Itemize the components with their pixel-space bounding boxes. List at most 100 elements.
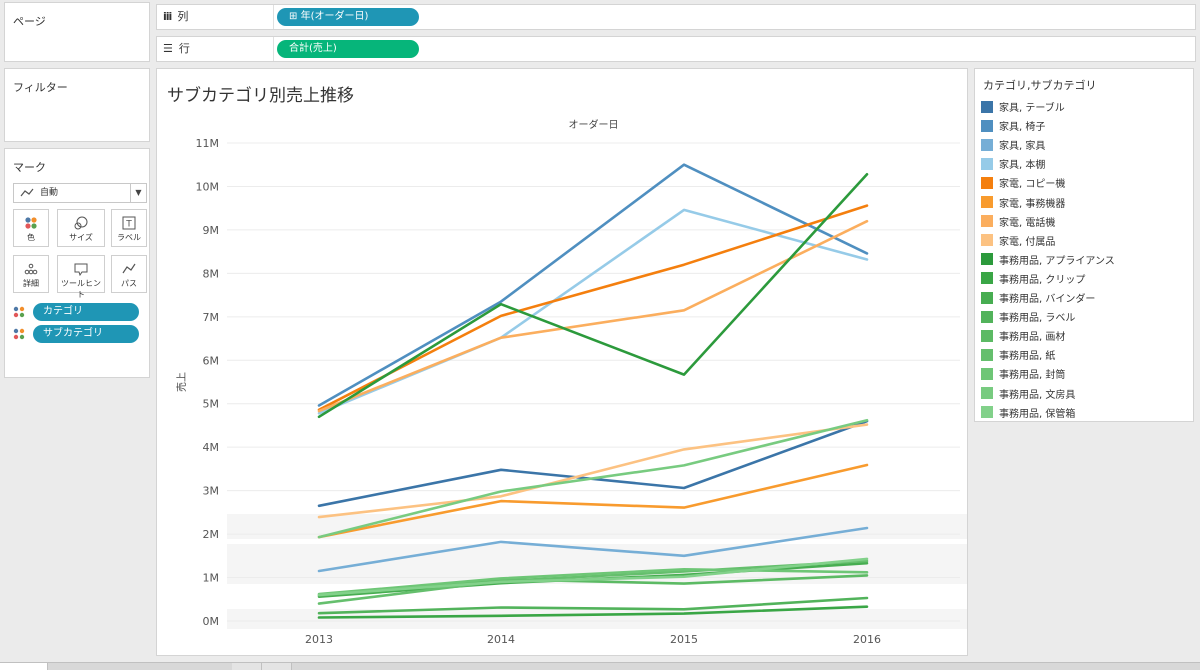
color-label: 色 bbox=[27, 233, 35, 242]
subcategory-pill[interactable]: サブカテゴリ bbox=[33, 325, 139, 343]
sum-sales-pill[interactable]: 合計(売上) bbox=[277, 40, 419, 58]
x-tick-label: 2013 bbox=[305, 633, 333, 646]
series-line[interactable] bbox=[317, 567, 869, 596]
category-field[interactable]: カテゴリ bbox=[13, 303, 139, 321]
svg-text:T: T bbox=[125, 220, 132, 230]
series-line[interactable] bbox=[317, 204, 869, 412]
legend-swatch bbox=[981, 387, 993, 399]
series-line[interactable] bbox=[317, 596, 869, 615]
category-pill[interactable]: カテゴリ bbox=[33, 303, 139, 321]
legend-item[interactable]: 事務用品, 保管箱 bbox=[981, 403, 1075, 422]
columns-icon: iii bbox=[163, 10, 172, 23]
y-tick-label: 2M bbox=[203, 528, 220, 541]
filters-panel[interactable]: フィルター bbox=[4, 68, 150, 142]
legend-item[interactable]: 家電, 電話機 bbox=[981, 212, 1055, 231]
sheet-tab[interactable] bbox=[262, 663, 292, 670]
legend-swatch bbox=[981, 348, 993, 361]
expand-icon: ⊞ bbox=[289, 11, 298, 22]
pages-panel[interactable]: ページ bbox=[4, 2, 150, 62]
series-line[interactable] bbox=[317, 526, 869, 573]
line-mark-icon bbox=[20, 188, 34, 197]
rows-shelf[interactable]: ☰ 行 合計(売上) bbox=[156, 36, 1196, 62]
year-order-date-pill[interactable]: ⊞ 年(オーダー日) bbox=[277, 8, 419, 26]
plot-band bbox=[227, 609, 967, 629]
legend-label: 家具, 家具 bbox=[999, 141, 1046, 153]
legend-swatch bbox=[981, 272, 993, 285]
y-axis-title: 売上 bbox=[175, 372, 188, 392]
marks-panel[interactable]: マーク 自動 ▼ 色 サイズ T ラベル 詳細 ツールヒント bbox=[4, 148, 150, 378]
color-icon bbox=[13, 328, 25, 340]
x-tick-label: 2015 bbox=[670, 633, 698, 646]
legend-item[interactable]: 事務用品, 文房具 bbox=[981, 384, 1075, 403]
viz-area[interactable]: サブカテゴリ別売上推移 オーダー日 0M 1M 2M 3M 4M 5M 6M 7M 8M 9M 10M… bbox=[156, 68, 968, 656]
legend-item[interactable]: 家具, テーブル bbox=[981, 97, 1065, 116]
legend-swatch bbox=[981, 215, 993, 228]
path-label: パス bbox=[121, 279, 137, 288]
series-line[interactable] bbox=[317, 163, 869, 407]
line-chart[interactable]: オーダー日 0M 1M 2M 3M 4M 5M 6M 7M 8M 9M 10M 11M 売上 2013 201… bbox=[157, 69, 967, 655]
y-tick-label: 11M bbox=[196, 137, 220, 150]
series-line[interactable] bbox=[317, 173, 869, 419]
legend-swatch bbox=[981, 291, 993, 304]
series-line[interactable] bbox=[317, 419, 869, 508]
legend-item[interactable]: 家具, 椅子 bbox=[981, 116, 1045, 135]
legend-swatch bbox=[981, 100, 993, 113]
detail-label: 詳細 bbox=[23, 279, 39, 288]
legend-item[interactable]: 家具, 本棚 bbox=[981, 154, 1045, 173]
legend-item[interactable]: 家電, 事務機器 bbox=[981, 193, 1065, 212]
size-label: サイズ bbox=[69, 233, 93, 242]
marks-panel-title: マーク bbox=[13, 161, 46, 174]
sheet-tab[interactable] bbox=[232, 663, 262, 670]
subcategory-field[interactable]: サブカテゴリ bbox=[13, 325, 139, 343]
legend-swatch bbox=[981, 157, 993, 170]
legend-label: 家電, コピー機 bbox=[999, 179, 1066, 191]
legend-swatch bbox=[981, 196, 993, 208]
legend-item[interactable]: 事務用品, 封筒 bbox=[981, 364, 1065, 383]
legend-item[interactable]: 家具, 家具 bbox=[981, 135, 1045, 154]
legend-item[interactable]: 事務用品, ラベル bbox=[981, 307, 1075, 326]
legend-label: 家具, テーブル bbox=[999, 103, 1065, 114]
series-line[interactable] bbox=[317, 418, 869, 539]
rows-icon: ☰ bbox=[163, 42, 173, 55]
legend-item[interactable]: 家電, 付属品 bbox=[981, 231, 1055, 250]
legend-swatch bbox=[981, 406, 993, 419]
legend-label: 家電, 事務機器 bbox=[999, 198, 1066, 210]
color-button[interactable]: 色 bbox=[13, 209, 49, 247]
label-button[interactable]: T ラベル bbox=[111, 209, 147, 247]
series-line[interactable] bbox=[317, 559, 869, 605]
columns-shelf[interactable]: iii 列 ⊞ 年(オーダー日) bbox=[156, 4, 1196, 30]
series-line[interactable] bbox=[317, 208, 869, 415]
y-tick-label: 3M bbox=[203, 485, 220, 498]
label-icon: T bbox=[112, 210, 146, 232]
color-legend[interactable]: カテゴリ,サブカテゴリ 家具, テーブル 家具, 椅子 家具, 家具 家具, 本棚 家電… bbox=[974, 68, 1194, 422]
detail-button[interactable]: 詳細 bbox=[13, 255, 49, 293]
x-tick-label: 2014 bbox=[487, 633, 515, 646]
mark-type-dropdown[interactable]: 自動 ▼ bbox=[13, 183, 147, 203]
tooltip-button[interactable]: ツールヒント bbox=[57, 255, 105, 299]
sheet-tab[interactable] bbox=[0, 663, 48, 670]
series-line[interactable] bbox=[317, 605, 869, 619]
legend-item[interactable]: 事務用品, 紙 bbox=[981, 345, 1055, 364]
legend-item[interactable]: 事務用品, アプライアンス bbox=[981, 250, 1115, 269]
shelf-divider bbox=[273, 37, 274, 61]
detail-icon bbox=[14, 256, 48, 278]
series-line[interactable] bbox=[317, 219, 869, 413]
legend-item[interactable]: 家電, コピー機 bbox=[981, 173, 1065, 192]
plot-band bbox=[227, 514, 967, 539]
series-line[interactable] bbox=[317, 423, 869, 519]
series-line[interactable] bbox=[317, 463, 869, 539]
legend-label: 事務用品, 紙 bbox=[999, 351, 1056, 363]
y-tick-label: 10M bbox=[196, 180, 220, 193]
legend-swatch bbox=[981, 310, 993, 323]
y-tick-label: 0M bbox=[203, 615, 220, 628]
size-button[interactable]: サイズ bbox=[57, 209, 105, 247]
chevron-down-icon[interactable]: ▼ bbox=[130, 184, 146, 202]
chart-title: サブカテゴリ別売上推移 bbox=[167, 86, 354, 106]
path-button[interactable]: パス bbox=[111, 255, 147, 293]
legend-item[interactable]: 事務用品, クリップ bbox=[981, 269, 1085, 288]
legend-item[interactable]: 事務用品, 画材 bbox=[981, 326, 1065, 345]
sheet-tabs-bar bbox=[0, 662, 1200, 670]
legend-title: カテゴリ,サブカテゴリ bbox=[983, 79, 1097, 92]
legend-item[interactable]: 事務用品, バインダー bbox=[981, 288, 1095, 307]
series-line[interactable] bbox=[317, 557, 869, 597]
